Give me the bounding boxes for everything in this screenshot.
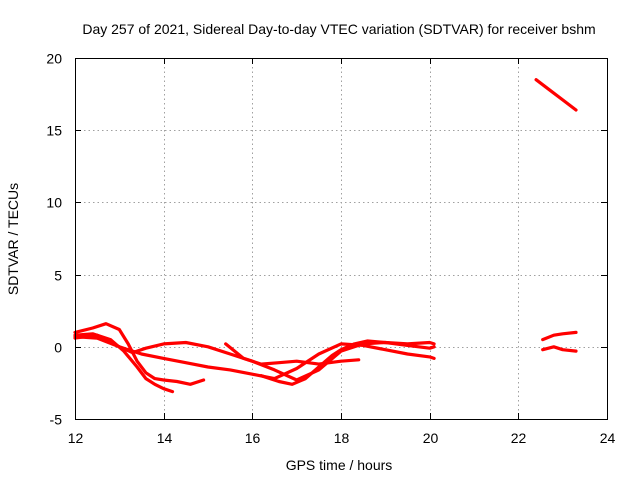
grid-lines: [75, 58, 607, 419]
x-tick-label: 12: [68, 430, 84, 446]
x-tick-label: 20: [423, 430, 439, 446]
y-tick-label: 15: [46, 123, 62, 139]
y-tick-label: 0: [54, 340, 62, 356]
y-axis-title: SDTVAR / TECUs: [5, 183, 21, 295]
y-tick-labels: -5 0 5 10 15 20: [46, 51, 62, 428]
chart-title: Day 257 of 2021, Sidereal Day-to-day VTE…: [82, 21, 595, 37]
tick-marks: [75, 58, 608, 420]
x-axis-title: GPS time / hours: [286, 457, 393, 473]
x-tick-label: 24: [600, 430, 616, 446]
x-tick-label: 14: [157, 430, 173, 446]
x-tick-label: 18: [334, 430, 350, 446]
x-tick-label: 16: [245, 430, 261, 446]
y-tick-label: -5: [50, 412, 63, 428]
y-tick-label: 5: [54, 268, 62, 284]
series-group: [73, 78, 578, 394]
series-track-g: [534, 78, 578, 112]
series-track-h: [541, 330, 578, 342]
y-tick-label: 20: [46, 51, 62, 67]
y-tick-label: 10: [46, 195, 62, 211]
series-track-f: [259, 339, 436, 386]
series-track-i: [541, 345, 578, 353]
x-tick-labels: 12 14 16 18 20 22 24: [68, 430, 616, 446]
series-track-e: [224, 342, 361, 366]
series-track-a: [73, 322, 206, 386]
x-tick-label: 22: [511, 430, 527, 446]
